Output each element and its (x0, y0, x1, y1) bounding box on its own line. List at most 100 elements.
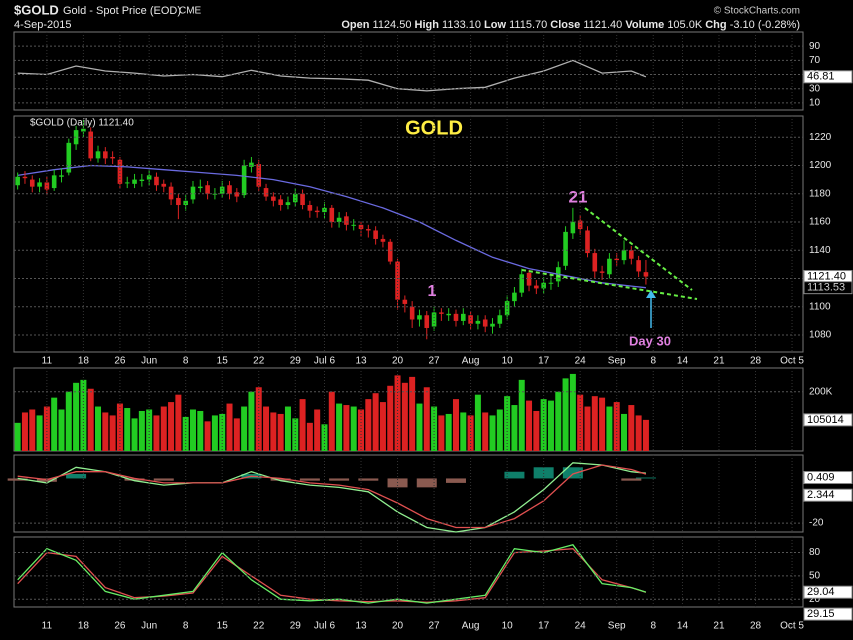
volume-bar (146, 409, 153, 451)
x-tick-label: 11 (42, 356, 53, 367)
annotation: 21 (569, 187, 588, 206)
x-tick-label: 18 (78, 621, 90, 632)
histogram-bar (7, 478, 28, 481)
volume-bar (87, 388, 94, 451)
y-tick-label: 1100 (809, 301, 831, 312)
histogram-bar (329, 478, 350, 481)
y-tick-label: 90 (809, 41, 821, 52)
volume-bar (452, 399, 459, 451)
y-tick-label: 1080 (809, 330, 832, 341)
volume-bar (467, 415, 474, 451)
volume-bar (533, 410, 540, 451)
trend-line (521, 269, 698, 300)
x-tick-label: 26 (114, 356, 126, 367)
volume-bar (204, 421, 211, 451)
volume-bar (270, 412, 277, 451)
volume-bar (628, 405, 635, 451)
volume-bar (299, 399, 306, 451)
panel (13, 31, 804, 111)
x-tick-label: Jul 6 (314, 621, 336, 632)
line (17, 462, 646, 533)
x-tick-label: 15 (217, 356, 229, 367)
x-tick-label: Jul 6 (314, 356, 336, 367)
y-tick-label: 1220 (809, 132, 832, 143)
annotation: 1 (428, 283, 437, 300)
volume-bar (328, 391, 335, 451)
x-tick-label: 14 (677, 356, 689, 367)
volume-bar (460, 412, 467, 451)
value-label: 105014 (807, 414, 844, 426)
volume-bar (58, 409, 65, 451)
quote-label: High (415, 19, 443, 31)
instrument-name: Gold - Spot Price (EOD) (63, 5, 181, 17)
volume-bar (358, 409, 365, 451)
quote-label: Open (341, 19, 372, 31)
histogram-bar (533, 467, 554, 479)
x-tick-label: 10 (502, 621, 514, 632)
histogram-bar (358, 478, 379, 481)
x-tick-label: 8 (650, 356, 656, 367)
volume-bar (336, 403, 343, 451)
histogram-bar (621, 478, 642, 481)
y-tick-label: 200K (809, 386, 833, 397)
x-tick-label: 8 (183, 356, 189, 367)
volume-bar (621, 413, 628, 451)
x-tick-label: Sep (608, 621, 626, 632)
x-tick-label: 24 (575, 621, 587, 632)
x-tick-label: Sep (608, 356, 626, 367)
y-tick-label: 70 (809, 55, 821, 66)
histogram-bar (445, 478, 466, 483)
histogram-bar (153, 478, 174, 481)
volume-bar (599, 397, 606, 451)
trend-line (584, 207, 693, 291)
volume-bar (131, 418, 138, 451)
panel (13, 367, 804, 452)
x-tick-label: 27 (429, 621, 441, 632)
value-label: 0.409 (807, 471, 835, 483)
volume-bar (138, 410, 145, 451)
value-label-box (803, 585, 853, 599)
arrow-head (646, 290, 656, 298)
volume-bar (116, 403, 123, 451)
x-tick-label: 10 (502, 356, 514, 367)
x-tick-label: 21 (713, 356, 725, 367)
volume-bar (263, 406, 270, 451)
panel (13, 536, 804, 608)
histogram-bar (562, 467, 583, 479)
volume-bar (21, 412, 28, 451)
volume-bar (233, 418, 240, 451)
x-tick-label: 15 (217, 621, 229, 632)
volume-bar (109, 415, 116, 451)
x-tick-label: Jun (141, 356, 157, 367)
volume-bar (343, 405, 350, 451)
quote-value: 105.0K (667, 19, 705, 31)
volume-bar (73, 382, 80, 451)
histogram-bar (124, 478, 145, 481)
volume-bar (555, 391, 562, 451)
volume-bar (197, 410, 204, 451)
quote-label: Low (484, 19, 509, 31)
line (17, 464, 647, 529)
volume-bar (562, 378, 569, 451)
quote-label: Volume (625, 19, 667, 31)
quote-value: 1121.40 (583, 19, 625, 31)
x-tick-label: 22 (253, 621, 265, 632)
volume-bar (504, 396, 511, 451)
volume-bar (409, 376, 416, 451)
histogram-bar (416, 478, 437, 488)
x-tick-label: 28 (750, 621, 762, 632)
value-label-box (803, 488, 853, 502)
x-tick-label: 8 (183, 621, 189, 632)
value-label-box (803, 70, 853, 84)
x-tick-label: 26 (114, 621, 126, 632)
y-tick-label: 1160 (809, 217, 831, 228)
value-label-box (803, 413, 853, 427)
volume-bar (635, 415, 642, 451)
volume-bar (14, 422, 21, 451)
volume-bar (65, 391, 72, 451)
volume-bar (489, 415, 496, 451)
y-tick-label: 1180 (809, 188, 831, 199)
x-tick-label: 27 (429, 356, 441, 367)
quote-value: 1115.70 (509, 19, 550, 31)
x-tick-label: 20 (392, 621, 404, 632)
